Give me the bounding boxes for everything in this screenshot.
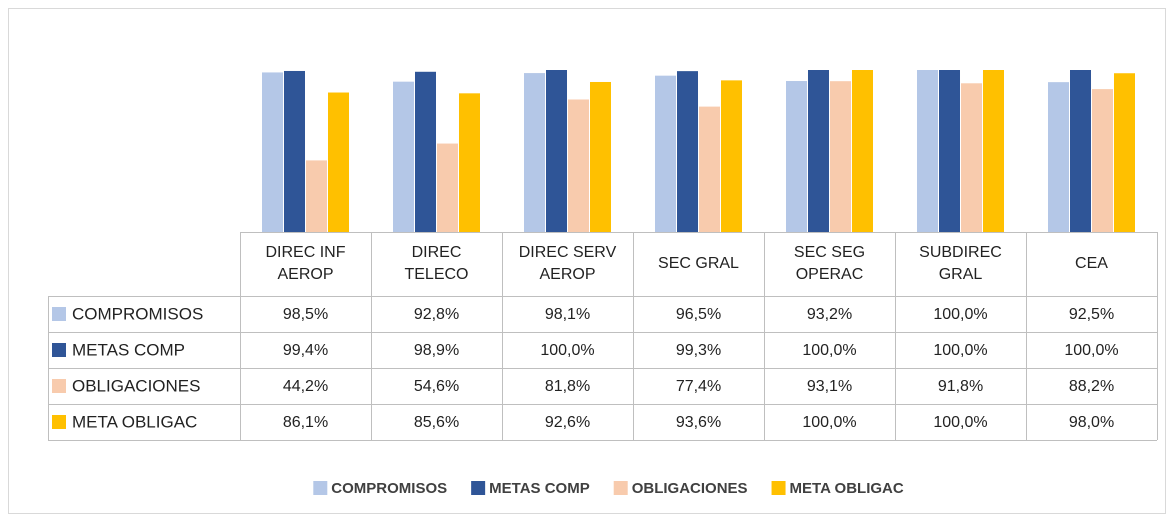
chart-border: [8, 8, 1166, 514]
value-label: 85,6%: [414, 414, 459, 431]
value-label: 99,3%: [676, 342, 721, 359]
bar: [917, 70, 938, 232]
value-label: 44,2%: [283, 378, 328, 395]
value-label: 93,1%: [807, 378, 852, 395]
value-label: 91,8%: [938, 378, 983, 395]
bar: [284, 70, 305, 232]
x-tick-label: SUBDIREC GRAL: [919, 244, 1002, 283]
bar: [437, 143, 458, 232]
bar: [677, 71, 698, 232]
legend-label: OBLIGACIONES: [632, 480, 748, 497]
value-label: 98,9%: [414, 342, 459, 359]
value-label: 92,5%: [1069, 306, 1114, 323]
value-label: 100,0%: [802, 414, 856, 431]
bar: [306, 160, 327, 232]
bar: [1092, 89, 1113, 232]
legend-key: [313, 481, 328, 495]
category-cell: SEC SEG OPERAC: [793, 244, 866, 283]
value-label: 92,6%: [545, 414, 590, 431]
value-label: 100,0%: [933, 306, 987, 323]
value-label: 86,1%: [283, 414, 328, 431]
value-label: 100,0%: [933, 342, 987, 359]
category-cell: CEA: [1075, 255, 1108, 272]
legend-key: [613, 481, 628, 495]
value-label: 98,0%: [1069, 414, 1114, 431]
value-label: 77,4%: [676, 378, 721, 395]
bar: [961, 83, 982, 232]
bar: [1070, 70, 1091, 232]
category-cell: DIREC TELECO: [404, 244, 469, 283]
bar: [262, 72, 283, 233]
legend-key: [771, 481, 786, 495]
value-label: 99,4%: [283, 342, 328, 359]
legend: COMPROMISOS METAS COMP OBLIGACIONES META OB…: [313, 480, 904, 497]
value-label: 54,6%: [414, 378, 459, 395]
row-label: COMPROMISOS: [72, 304, 203, 323]
bar: [808, 70, 829, 232]
bar: [852, 70, 873, 232]
x-tick-label: DIREC TELECO: [404, 244, 469, 283]
x-tick-label: SEC SEG OPERAC: [793, 244, 866, 283]
row-label: OBLIGACIONES: [72, 376, 200, 395]
bar: [568, 99, 589, 232]
value-label: 96,5%: [676, 306, 721, 323]
bar: [786, 81, 807, 233]
legend-label: METAS COMP: [489, 480, 590, 497]
value-label: 98,5%: [283, 306, 328, 323]
legend-key: [52, 415, 66, 429]
bar: [524, 73, 545, 232]
value-label: 100,0%: [802, 342, 856, 359]
x-tick-label: DIREC SERV AEROP: [518, 244, 617, 283]
bar: [546, 70, 567, 232]
x-tick-label: CEA: [1075, 255, 1108, 272]
value-label: 100,0%: [1064, 342, 1118, 359]
value-label: 92,8%: [414, 306, 459, 323]
bar: [1048, 82, 1069, 233]
bar: [983, 70, 1004, 232]
bar: [1114, 73, 1135, 233]
row-label: METAS COMP: [72, 340, 185, 359]
x-tick-label: SEC GRAL: [658, 255, 739, 272]
row-label: META OBLIGAC: [72, 412, 197, 431]
bar: [830, 81, 851, 232]
bar: [655, 75, 676, 232]
bar: [415, 71, 436, 232]
value-label: 98,1%: [545, 306, 590, 323]
value-label: 100,0%: [933, 414, 987, 431]
value-label: 81,8%: [545, 378, 590, 395]
value-label: 100,0%: [540, 342, 594, 359]
value-label: 93,6%: [676, 414, 721, 431]
value-label: 88,2%: [1069, 378, 1114, 395]
bar: [699, 106, 720, 232]
bar: [590, 81, 611, 232]
value-label: 93,2%: [807, 306, 852, 323]
bar: [459, 93, 480, 232]
legend-label: META OBLIGAC: [790, 480, 904, 497]
bar: [328, 92, 349, 232]
bar: [721, 80, 742, 232]
category-cell: DIREC INF AEROP: [265, 244, 346, 283]
category-cell: SEC GRAL: [658, 255, 739, 272]
legend-key: [52, 307, 66, 321]
legend-key: [471, 481, 486, 495]
category-cell: DIREC SERV AEROP: [518, 244, 617, 283]
category-cell: SUBDIREC GRAL: [919, 244, 1002, 283]
x-tick-label: DIREC INF AEROP: [265, 244, 346, 283]
bar: [393, 81, 414, 232]
legend-key: [52, 343, 66, 357]
legend-key: [52, 379, 66, 393]
bar: [939, 70, 960, 232]
legend-label: COMPROMISOS: [331, 480, 447, 497]
